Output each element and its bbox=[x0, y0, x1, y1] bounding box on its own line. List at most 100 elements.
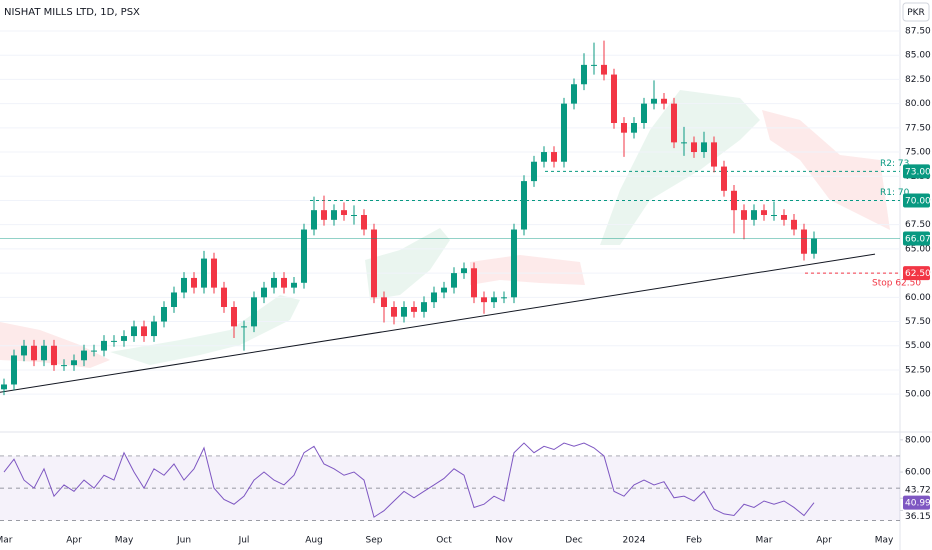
candle-body bbox=[161, 307, 167, 322]
candle-body bbox=[681, 142, 687, 144]
candle-body bbox=[431, 292, 437, 303]
candle-body bbox=[781, 215, 787, 220]
candle-body bbox=[351, 215, 357, 216]
candle-body bbox=[311, 210, 317, 230]
candle-body bbox=[101, 340, 107, 351]
candle-body bbox=[641, 103, 647, 123]
candle-body bbox=[531, 161, 537, 182]
candle-body bbox=[331, 210, 337, 220]
candle-body bbox=[461, 268, 467, 274]
candle-body bbox=[231, 307, 237, 327]
x-tick-label: Apr bbox=[66, 536, 82, 546]
candle-body bbox=[631, 122, 637, 133]
candle-body bbox=[731, 190, 737, 211]
candle-body bbox=[11, 355, 17, 385]
x-tick-label: Jul bbox=[238, 536, 250, 546]
y-tick-label: 60.00 bbox=[905, 293, 931, 303]
x-tick-label: May bbox=[875, 536, 894, 546]
rsi-tick-label: 36.15 bbox=[905, 512, 931, 522]
rsi-tick-label: 43.72 bbox=[905, 486, 931, 496]
candle-body bbox=[111, 340, 117, 342]
rsi-value-label: 40.99 bbox=[905, 499, 931, 509]
candle-body bbox=[421, 302, 427, 312]
candle-body bbox=[261, 287, 267, 298]
candle-body bbox=[41, 345, 47, 361]
candle-body bbox=[141, 326, 147, 337]
candle-body bbox=[371, 229, 377, 298]
level-price-label: 70.00 bbox=[905, 196, 931, 206]
candle-body bbox=[191, 277, 197, 288]
candle-body bbox=[711, 142, 717, 167]
candle-body bbox=[611, 74, 617, 123]
level-label: R2: 73 bbox=[880, 159, 909, 169]
currency-box[interactable] bbox=[902, 2, 930, 22]
candle-body bbox=[511, 229, 517, 298]
candle-body bbox=[651, 98, 657, 104]
candle-body bbox=[441, 287, 447, 293]
rsi-value-box bbox=[903, 495, 930, 510]
x-tick-label: Mar bbox=[756, 536, 773, 546]
candle-body bbox=[411, 307, 417, 312]
candle-body bbox=[491, 297, 497, 303]
candle-body bbox=[181, 277, 187, 293]
candle-body bbox=[391, 307, 397, 317]
y-tick-label: 50.00 bbox=[905, 390, 931, 400]
last-price-box bbox=[903, 231, 930, 246]
candle-body bbox=[521, 181, 527, 230]
x-tick-label: Aug bbox=[305, 536, 323, 546]
candle-body bbox=[601, 64, 607, 75]
candle-body bbox=[811, 238, 817, 254]
candle-body bbox=[741, 210, 747, 220]
candle-body bbox=[121, 336, 127, 341]
candle-body bbox=[281, 277, 287, 288]
rsi-tick-label: 80.00 bbox=[905, 435, 931, 445]
last-price-label: 66.07 bbox=[905, 235, 931, 245]
candle-body bbox=[591, 64, 597, 66]
x-tick-label: Dec bbox=[565, 536, 582, 546]
candle-body bbox=[561, 103, 567, 162]
candle-body bbox=[671, 103, 677, 143]
rsi-tick-label: 60.00 bbox=[905, 468, 931, 478]
candle-body bbox=[801, 229, 807, 254]
level-price-label: 62.50 bbox=[905, 269, 931, 279]
trendline bbox=[0, 253, 876, 393]
y-tick-label: 85.00 bbox=[905, 51, 931, 61]
y-tick-label: 65.00 bbox=[905, 244, 931, 254]
x-tick-label: May bbox=[115, 536, 134, 546]
x-tick-label: Nov bbox=[495, 536, 513, 546]
candle-body bbox=[51, 345, 57, 366]
candle-body bbox=[1, 384, 7, 390]
candle-body bbox=[661, 98, 667, 104]
candle-body bbox=[701, 142, 707, 153]
chart-title: NISHAT MILLS LTD, 1D, PSX bbox=[4, 7, 140, 18]
candle-body bbox=[501, 297, 507, 299]
candle-body bbox=[551, 152, 557, 162]
candle-body bbox=[71, 360, 77, 366]
candle-body bbox=[361, 215, 367, 230]
candle-body bbox=[81, 350, 87, 361]
x-tick-label: 2024 bbox=[623, 536, 646, 546]
x-tick-label: Feb bbox=[686, 536, 702, 546]
level-price-box bbox=[903, 164, 930, 179]
level-label: R1: 70 bbox=[880, 188, 910, 198]
candle-body bbox=[761, 210, 767, 215]
rsi-line bbox=[3, 442, 815, 518]
y-tick-label: 75.00 bbox=[905, 148, 931, 158]
x-tick-label: Oct bbox=[436, 536, 452, 546]
candle-body bbox=[471, 268, 477, 298]
y-tick-label: 67.50 bbox=[905, 220, 931, 230]
cloud-green bbox=[600, 90, 760, 245]
level-price-box bbox=[903, 266, 930, 281]
candle-body bbox=[61, 365, 67, 367]
candle-body bbox=[481, 297, 487, 303]
candle-body bbox=[251, 297, 257, 327]
candle-body bbox=[541, 152, 547, 162]
level-price-label: 73.00 bbox=[905, 167, 931, 177]
candle-body bbox=[691, 142, 697, 153]
candle-body bbox=[201, 258, 207, 288]
candle-body bbox=[381, 297, 387, 308]
candle-body bbox=[321, 210, 327, 220]
level-label: Stop 62.50 bbox=[872, 279, 921, 289]
